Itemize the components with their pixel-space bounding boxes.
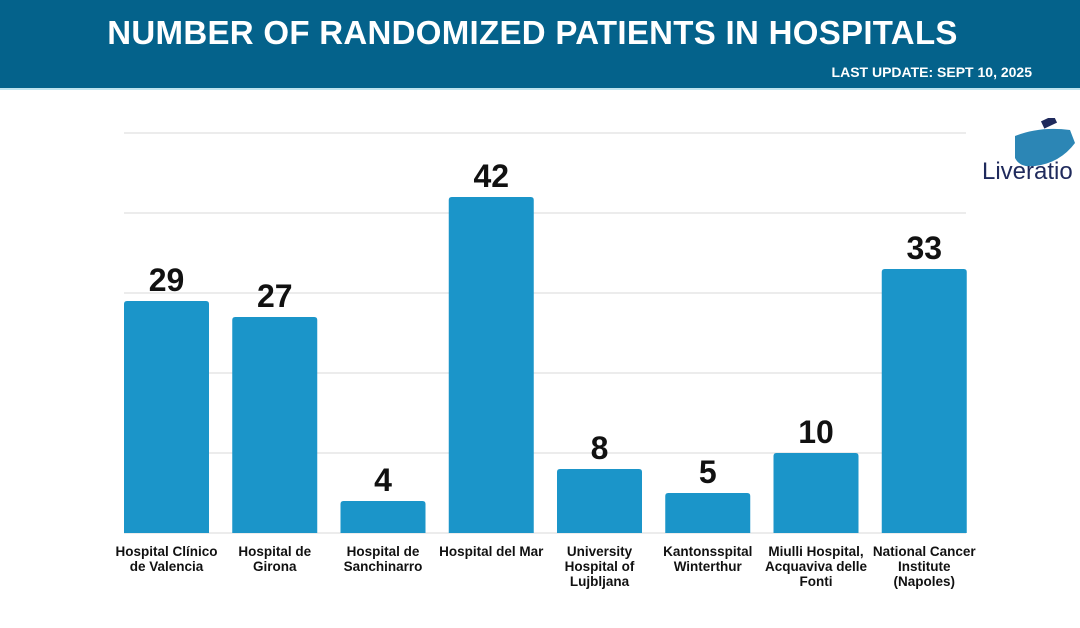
category-label: Hospital de Girona	[238, 544, 312, 574]
data-label: 29	[149, 262, 185, 298]
category-label: National Cancer Institute (Napoles)	[872, 544, 976, 589]
bar	[557, 469, 642, 533]
data-label: 10	[798, 414, 834, 450]
category-label: Miulli Hospital, Acquaviva delle Fonti	[764, 544, 868, 589]
bar	[340, 501, 426, 533]
category-label: Hospital de Sanchinarro	[343, 544, 423, 574]
bar	[124, 301, 209, 533]
liveratio-logo: Liveratio	[980, 118, 1080, 198]
bar	[448, 197, 534, 533]
bar	[665, 493, 751, 533]
bar	[881, 269, 967, 533]
bar	[773, 453, 859, 533]
category-label: Kantonsspital Winterthur	[663, 544, 753, 574]
data-label: 42	[473, 158, 509, 194]
last-update: LAST UPDATE: SEPT 10, 2025	[831, 64, 1032, 80]
data-label: 4	[374, 462, 392, 498]
bar	[232, 317, 318, 533]
logo-text: Liveratio	[982, 158, 1073, 185]
category-label: Hospital Clínico de Valencia	[115, 544, 218, 574]
data-label: 5	[699, 454, 717, 490]
header-banner: NUMBER OF RANDOMIZED PATIENTS IN HOSPITA…	[0, 0, 1080, 90]
category-label: University Hospital of Lujbljana	[564, 544, 635, 589]
data-label: 33	[906, 230, 942, 266]
data-label: 27	[257, 278, 293, 314]
chart-title: NUMBER OF RANDOMIZED PATIENTS IN HOSPITA…	[107, 14, 958, 51]
data-label: 8	[591, 430, 609, 466]
liver-icon	[1015, 118, 1075, 167]
category-label: Hospital del Mar	[439, 544, 544, 559]
